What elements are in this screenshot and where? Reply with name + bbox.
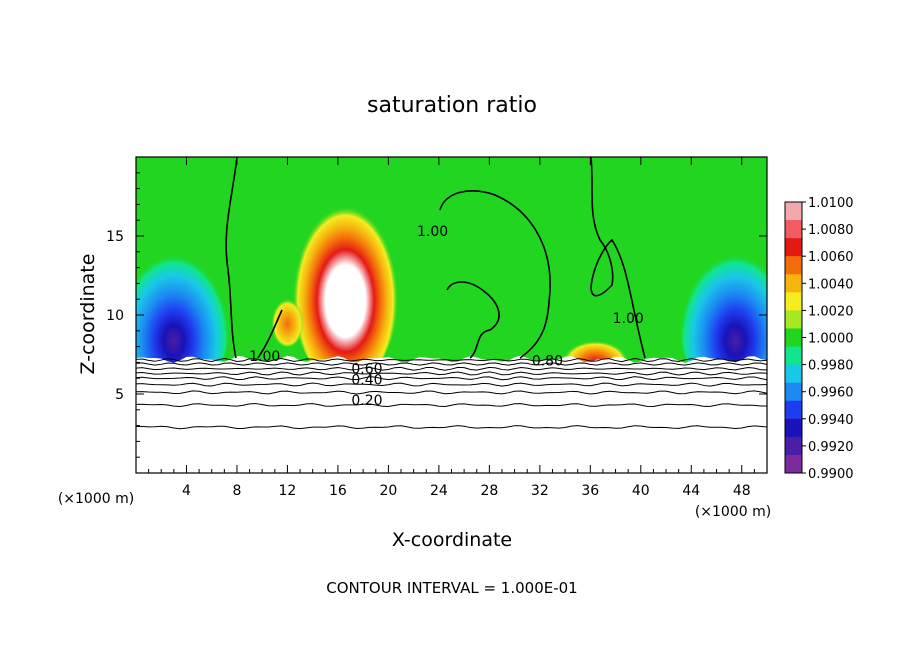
contour-line-0.7 bbox=[136, 371, 767, 376]
x-tick-label: 44 bbox=[682, 483, 700, 499]
contour-line-0.8 bbox=[136, 366, 767, 371]
contour-label-4: 0.60 bbox=[351, 361, 382, 377]
colorbar-swatch bbox=[785, 364, 802, 384]
colorbar-swatch bbox=[785, 202, 802, 221]
colorbar-swatch bbox=[785, 274, 802, 293]
contour-label-2: 1.00 bbox=[249, 349, 280, 365]
colorbar-swatch bbox=[785, 292, 802, 311]
contour-label-5: 0.40 bbox=[351, 373, 382, 389]
contour-line-0.3 bbox=[136, 403, 767, 408]
contour-1-00-left bbox=[225, 157, 238, 359]
colorbar-label: 0.9900 bbox=[808, 467, 854, 482]
colorbar-swatch bbox=[785, 346, 802, 366]
contour-label-0: 1.00 bbox=[417, 224, 448, 240]
contour-1-00-small bbox=[257, 309, 283, 359]
contour-line-0.4 bbox=[136, 390, 767, 395]
x-unit-label-right: (×1000 m) bbox=[695, 504, 771, 520]
x-tick-label: 32 bbox=[531, 483, 549, 499]
colorbar-swatch bbox=[785, 238, 802, 257]
field-feature-supersaturated-peak bbox=[292, 196, 399, 387]
x-tick-label: 40 bbox=[632, 483, 650, 499]
y-tick-label: 5 bbox=[115, 387, 124, 403]
colorbar-label: 1.0060 bbox=[808, 250, 854, 265]
x-tick-label: 24 bbox=[430, 483, 448, 499]
contour-line-0.9 bbox=[136, 362, 767, 366]
x-tick-label: 28 bbox=[480, 483, 498, 499]
y-tick-label: 10 bbox=[106, 308, 124, 324]
contour-interval-note: CONTOUR INTERVAL = 1.000E-01 bbox=[326, 579, 577, 597]
contour-lines bbox=[136, 157, 767, 430]
x-tick-label: 20 bbox=[379, 483, 397, 499]
x-tick-label: 12 bbox=[279, 483, 297, 499]
contour-line-0.2 bbox=[136, 425, 767, 430]
contour-1-00-mid bbox=[439, 190, 551, 359]
contour-line-1.0 bbox=[136, 357, 767, 363]
colorbar-swatch bbox=[785, 256, 802, 275]
field-feature-supersaturated-low bbox=[271, 296, 304, 347]
chart-title: saturation ratio bbox=[367, 93, 537, 118]
field-feature-subsaturated-left bbox=[136, 228, 231, 402]
colorbar-label: 1.0100 bbox=[808, 196, 854, 211]
contour-1-00-mid-lower bbox=[446, 281, 500, 359]
x-unit-label-left: (×1000 m) bbox=[58, 491, 134, 507]
colorbar-swatch bbox=[785, 454, 802, 474]
saturation-field bbox=[136, 157, 767, 473]
colorbar-label: 1.0020 bbox=[808, 304, 854, 319]
colorbar-swatch bbox=[785, 382, 802, 402]
colorbar-label: 0.9960 bbox=[808, 386, 854, 401]
contour-labels: 1.00 1.00 1.00 0.80 0.600.40 0.20 bbox=[249, 224, 644, 409]
x-tick-label: 48 bbox=[733, 483, 751, 499]
y-axis-label: Z-coordinate bbox=[77, 254, 99, 375]
colorbar-label: 0.9920 bbox=[808, 440, 854, 455]
x-tick-label: 36 bbox=[581, 483, 599, 499]
colorbar-label: 1.0000 bbox=[808, 332, 854, 347]
contour-1-00-right bbox=[590, 157, 646, 359]
colorbar-label: 1.0040 bbox=[808, 277, 854, 292]
colorbar-swatch bbox=[785, 310, 802, 329]
colorbar-swatch bbox=[785, 400, 802, 420]
unsaturated-region bbox=[136, 355, 767, 473]
contour-label-1: 1.00 bbox=[613, 311, 644, 327]
colorbar: 1.0100 1.0080 1.0060 1.0040 1.0020 1.0000 0.99… bbox=[784, 196, 854, 482]
colorbar-swatch bbox=[785, 328, 802, 348]
y-tick-label: 15 bbox=[106, 229, 124, 245]
colorbar-label: 1.0080 bbox=[808, 223, 854, 238]
colorbar-swatch bbox=[785, 418, 802, 438]
contour-label-3: 0.80 bbox=[532, 354, 563, 370]
contour-label-6: 0.20 bbox=[351, 393, 382, 409]
contour-line-0.6 bbox=[136, 376, 767, 381]
colorbar-label: 0.9980 bbox=[808, 359, 854, 374]
colorbar-swatch bbox=[785, 220, 802, 239]
colorbar-label: 0.9940 bbox=[808, 413, 854, 428]
x-tick-label: 16 bbox=[329, 483, 347, 499]
x-tick-label: 4 bbox=[182, 483, 191, 499]
x-tick-label: 8 bbox=[232, 483, 241, 499]
contour-line-0.5 bbox=[136, 382, 767, 387]
colorbar-swatch bbox=[785, 436, 802, 456]
y-axis-ticks: 5 10 15 bbox=[106, 172, 767, 458]
x-axis-ticks: 4 8 12 16 20 24 28 32 36 40 44 48 bbox=[148, 157, 755, 499]
x-axis-label: X-coordinate bbox=[392, 529, 512, 551]
